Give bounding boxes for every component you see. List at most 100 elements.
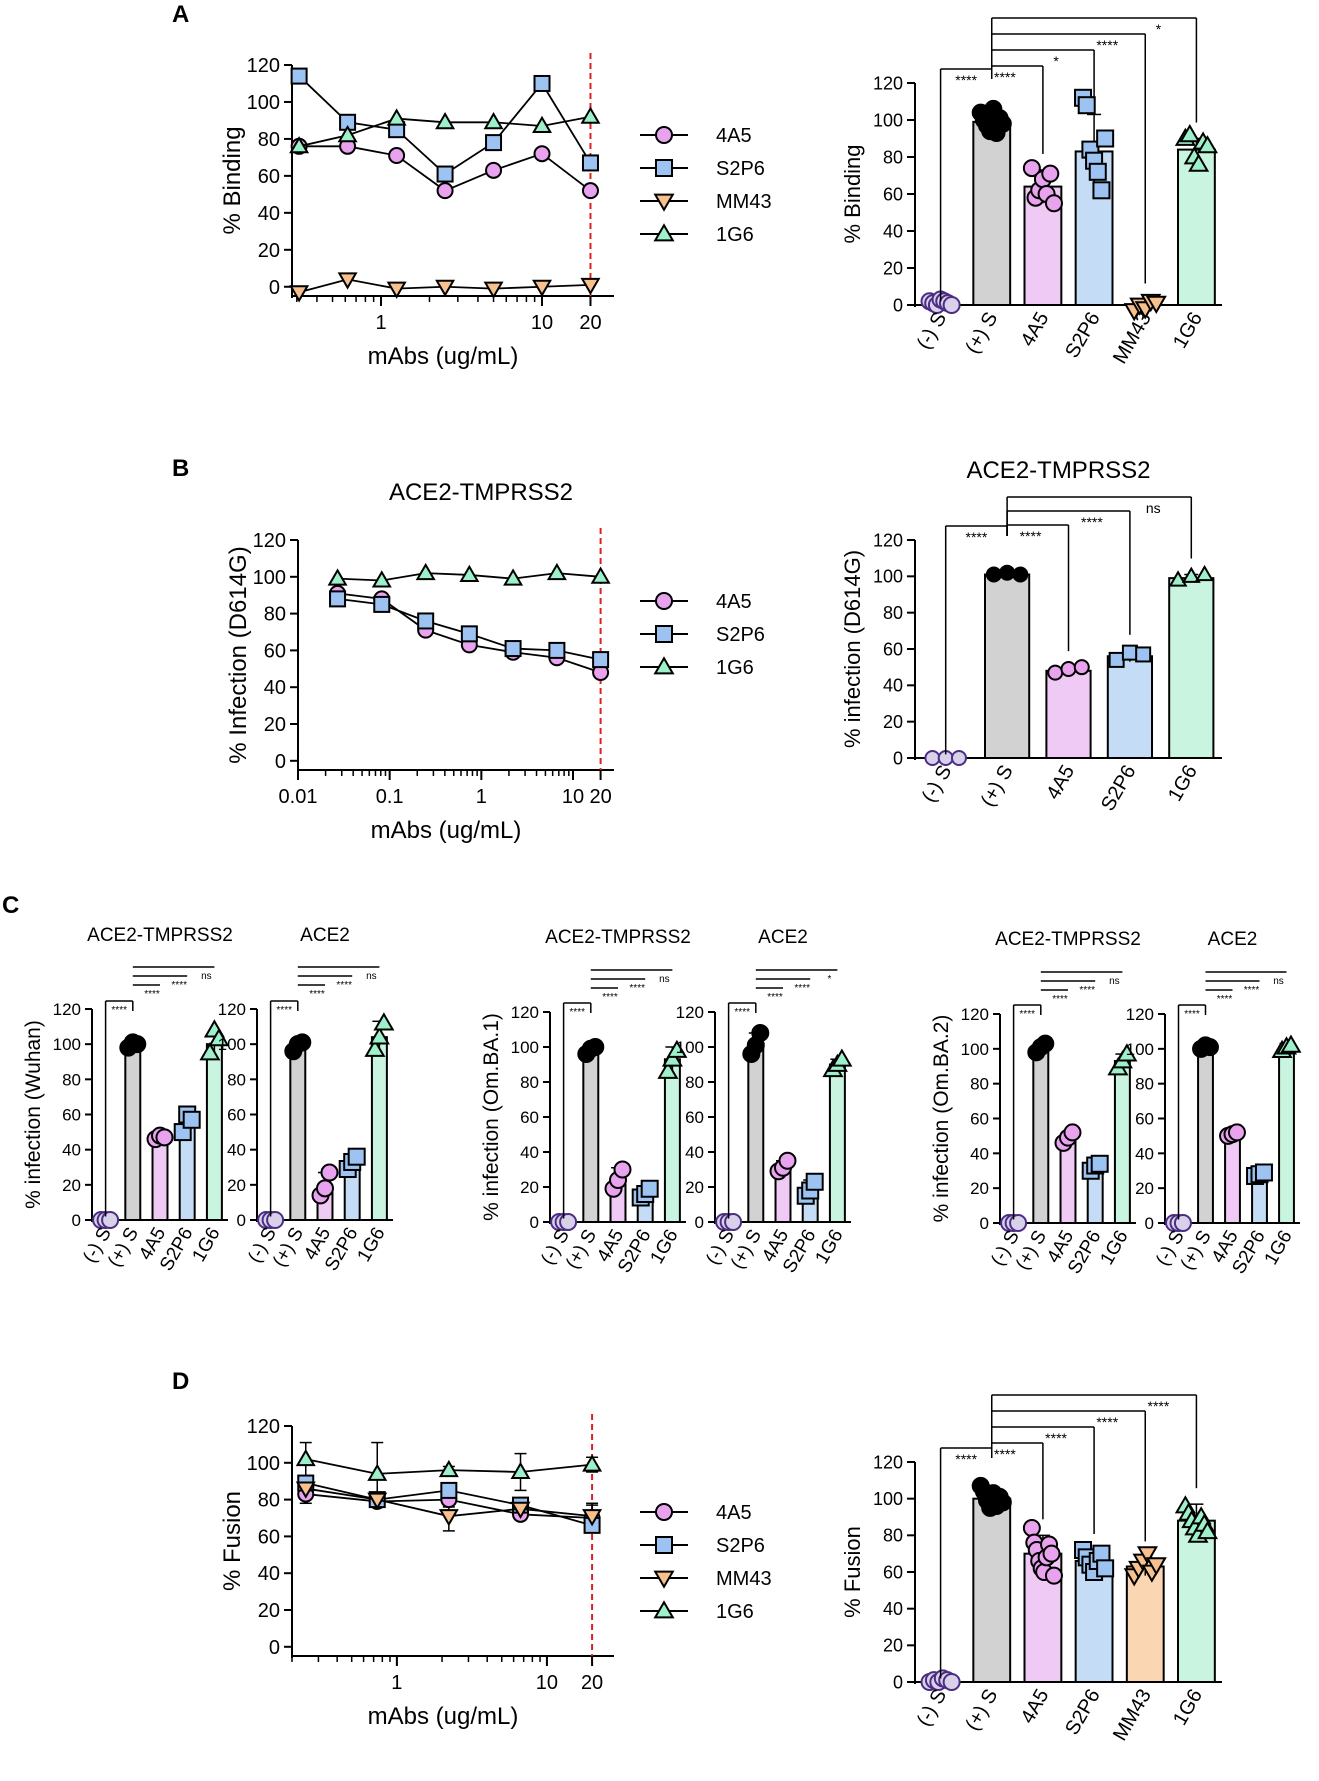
data-point-1g6 xyxy=(590,566,611,584)
x-tick-label: 20 xyxy=(581,1672,603,1694)
x-axis-title: mAbs (ug/mL) xyxy=(368,1703,519,1730)
bar-s xyxy=(747,1042,765,1223)
data-point xyxy=(1145,1557,1167,1576)
y-tick-label: 120 xyxy=(1126,1005,1154,1024)
data-point xyxy=(101,1211,120,1229)
data-point xyxy=(364,1038,386,1057)
y-axis-title: % Binding xyxy=(219,126,246,234)
data-point xyxy=(613,1160,632,1179)
x-tick-label: 1G6 xyxy=(1169,1686,1207,1730)
y-tick-label: 20 xyxy=(258,240,280,262)
legend-label: S2P6 xyxy=(716,624,765,646)
data-point-s2p6 xyxy=(581,154,599,172)
y-tick-label: 80 xyxy=(258,129,280,151)
data-point-s2p6 xyxy=(504,640,522,658)
x-axis-title: mAbs (ug/mL) xyxy=(371,817,522,844)
data-point-1g6 xyxy=(415,562,436,581)
significance-label: **** xyxy=(171,980,187,991)
data-point-1g6 xyxy=(435,112,456,130)
data-point xyxy=(1196,135,1219,154)
data-point xyxy=(1036,1034,1055,1053)
chart-title: ACE2-TMPRSS2 xyxy=(995,929,1141,950)
data-point xyxy=(1073,659,1090,676)
y-tick-label: 20 xyxy=(227,1176,246,1195)
significance-label: **** xyxy=(1217,994,1233,1005)
bar-1g6 xyxy=(828,1063,846,1223)
legend-marker-s2p6 xyxy=(655,625,673,643)
significance-label: **** xyxy=(1045,1430,1067,1446)
y-tick-label: 40 xyxy=(258,1563,280,1585)
x-tick-label: 1G6 xyxy=(1261,1227,1297,1269)
y-tick-label: 100 xyxy=(873,1489,903,1509)
y-tick-label: 20 xyxy=(258,1600,280,1622)
data-point xyxy=(640,1179,659,1198)
chart-A-bar: 0 20 40 60 80 100 120 (-) S (+) S 4A5 S2P6 MM43 1G6%… xyxy=(840,17,1222,368)
data-point xyxy=(1145,295,1167,314)
bar-s2p6 xyxy=(1106,655,1154,759)
y-tick-label: 120 xyxy=(873,530,903,550)
y-tick-label: 80 xyxy=(520,1073,539,1092)
data-point xyxy=(1135,646,1152,663)
legend-label: MM43 xyxy=(716,1568,772,1590)
data-point xyxy=(805,1172,824,1191)
significance-label: **** xyxy=(1019,1009,1035,1020)
y-tick-label: 120 xyxy=(676,1003,704,1022)
data-point-1g6 xyxy=(459,564,480,582)
data-point-1g6 xyxy=(483,112,504,130)
bar-1g6 xyxy=(1176,1519,1216,1683)
x-tick-label: (-) S xyxy=(913,309,951,354)
data-point xyxy=(1168,570,1188,587)
data-point xyxy=(1196,1520,1219,1540)
significance-label: **** xyxy=(276,1005,292,1016)
data-point xyxy=(1108,651,1125,668)
chart-A-line: 0 20 40 60 80 100 120 1 10 20 mAbs (ug/mL) % Bindin… xyxy=(219,53,772,370)
x-tick-label: 0.01 xyxy=(279,786,318,808)
y-tick-label: 80 xyxy=(227,1070,246,1089)
y-axis-title: % infection (Om.BA.2) xyxy=(930,1015,953,1223)
bar-1g6 xyxy=(663,1058,681,1223)
x-tick-label: 0.1 xyxy=(376,786,404,808)
y-tick-label: 80 xyxy=(62,1070,81,1089)
data-point-1g6 xyxy=(371,570,392,588)
legend-label: 4A5 xyxy=(716,1502,752,1524)
data-point-1g6 xyxy=(438,1459,459,1478)
legend-marker-mm43 xyxy=(653,193,675,212)
y-tick-label: 80 xyxy=(264,604,286,626)
data-point xyxy=(985,566,1002,583)
legend-label: 1G6 xyxy=(716,657,754,679)
y-tick-label: 40 xyxy=(62,1141,81,1160)
significance-label: ns xyxy=(201,971,212,982)
data-point xyxy=(320,1163,339,1182)
x-tick-label: (+) S xyxy=(562,1226,601,1273)
data-point xyxy=(1077,96,1096,115)
data-point-4a5 xyxy=(436,182,454,200)
data-point-s2p6 xyxy=(548,641,566,659)
data-point xyxy=(1042,1544,1061,1563)
data-point xyxy=(1200,1038,1219,1057)
chart-title: ACE2 xyxy=(300,925,350,946)
y-tick-label: 120 xyxy=(218,1000,246,1019)
data-point xyxy=(1088,162,1107,181)
y-tick-label: 60 xyxy=(520,1108,539,1127)
y-tick-label: 60 xyxy=(1135,1109,1154,1128)
x-tick-label: 4A5 xyxy=(1042,762,1079,804)
bar-1g6 xyxy=(1176,148,1216,306)
y-tick-label: 20 xyxy=(685,1178,704,1197)
x-tick-label: 1G6 xyxy=(189,1224,225,1266)
bar-s xyxy=(1032,1047,1050,1225)
data-point xyxy=(155,1128,174,1147)
data-point xyxy=(1121,644,1138,661)
legend-label: MM43 xyxy=(716,191,772,213)
data-point xyxy=(751,1024,770,1042)
data-point xyxy=(1022,159,1041,178)
data-point-s2p6 xyxy=(329,590,347,608)
y-tick-label: 60 xyxy=(62,1105,81,1124)
x-tick-label: MM43 xyxy=(1109,309,1156,368)
data-point xyxy=(831,1048,853,1067)
x-tick-label: 1G6 xyxy=(1164,762,1202,806)
data-point-mm43 xyxy=(386,281,407,299)
